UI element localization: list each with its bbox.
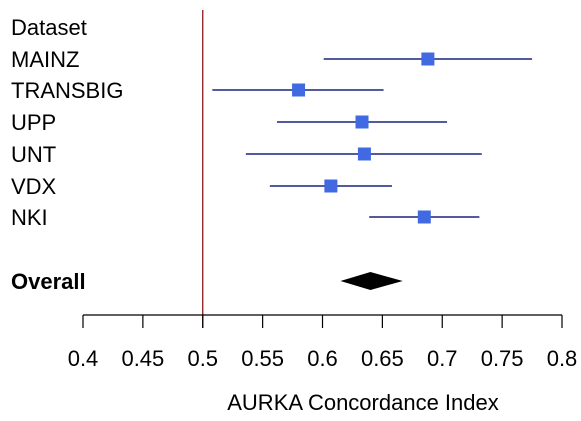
- x-tick-label: 0.65: [361, 346, 404, 371]
- x-tick-label: 0.4: [68, 346, 99, 371]
- study-label: NKI: [11, 205, 48, 230]
- study-point: [357, 147, 371, 161]
- study-point: [417, 210, 431, 224]
- x-tick-label: 0.5: [187, 346, 218, 371]
- x-tick-label: 0.7: [427, 346, 458, 371]
- study-label: UPP: [11, 110, 56, 135]
- study-label: UNT: [11, 142, 56, 167]
- study-marks: [212, 52, 533, 290]
- study-label: TRANSBIG: [11, 78, 123, 103]
- study-point: [355, 115, 369, 129]
- study-point: [324, 179, 338, 193]
- dataset-header: Dataset: [11, 15, 87, 40]
- study-labels: MAINZ TRANSBIG UPP UNT VDX NKI Overall: [11, 47, 123, 294]
- x-axis: 0.4 0.45 0.5 0.55 0.6 0.65 0.7 0.75 0.8: [68, 314, 578, 371]
- study-point: [292, 83, 306, 97]
- x-axis-title: AURKA Concordance Index: [227, 390, 499, 415]
- study-point: [421, 52, 435, 66]
- x-tick-label: 0.55: [241, 346, 284, 371]
- x-tick-label: 0.45: [121, 346, 164, 371]
- x-tick-label: 0.75: [481, 346, 524, 371]
- study-label: VDX: [11, 174, 57, 199]
- overall-diamond: [340, 272, 403, 290]
- x-tick-label: 0.8: [547, 346, 578, 371]
- x-tick-label: 0.6: [307, 346, 338, 371]
- overall-label: Overall: [11, 269, 86, 294]
- study-label: MAINZ: [11, 47, 79, 72]
